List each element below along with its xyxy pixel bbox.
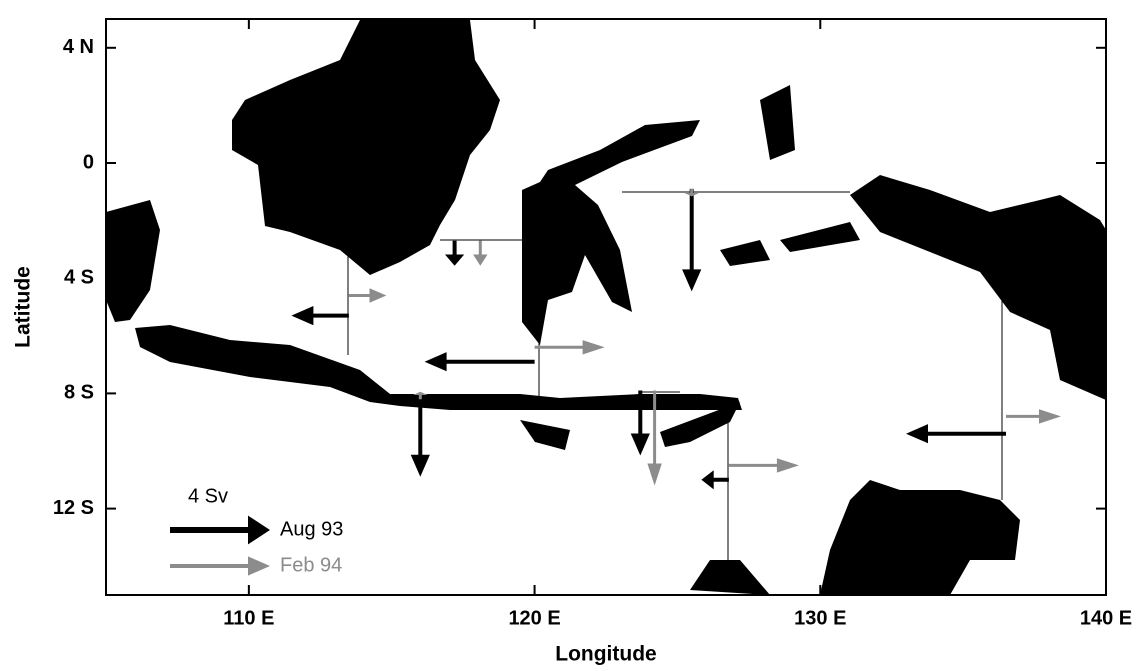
- halmahera: [760, 85, 795, 160]
- australia: [820, 480, 1020, 595]
- transport-arrow: [906, 424, 1006, 444]
- x-tick-label: 140 E: [1080, 607, 1132, 629]
- legend-label: Feb 94: [280, 554, 342, 576]
- transport-arrow: [630, 390, 650, 456]
- x-axis-title: Longitude: [555, 643, 656, 666]
- timor: [660, 402, 740, 447]
- transport-arrow: [534, 340, 605, 355]
- y-tick-label: 4 S: [64, 266, 94, 288]
- y-tick-label: 0: [83, 151, 94, 173]
- y-tick-label: 8 S: [64, 382, 94, 404]
- transport-arrow: [728, 458, 799, 473]
- transport-arrow: [682, 188, 702, 292]
- transport-arrow: [647, 390, 662, 486]
- transport-arrow: [410, 399, 430, 477]
- transport-arrow: [701, 470, 729, 490]
- java-lesser-sunda: [135, 325, 742, 410]
- transport-arrow: [445, 240, 465, 266]
- transport-arrow: [684, 188, 699, 197]
- transport-arrow: [473, 240, 488, 266]
- land: [106, 20, 1106, 595]
- borneo: [232, 20, 500, 275]
- plot-frame: [105, 18, 1107, 596]
- sumatra: [106, 200, 160, 322]
- aru-islands: [690, 560, 770, 595]
- transport-arrow: [348, 288, 387, 303]
- transport-arrow: [424, 352, 535, 372]
- legend-scale-label: 4 Sv: [188, 485, 228, 507]
- sections: [347, 191, 1003, 590]
- legend-arrow: [170, 556, 270, 576]
- x-tick-label: 120 E: [508, 607, 560, 629]
- legend-arrow: [170, 515, 270, 545]
- y-tick-label: 4 N: [63, 36, 94, 58]
- y-axis-title: Latitude: [12, 266, 35, 348]
- transport-arrow: [291, 306, 349, 326]
- legend-label: Aug 93: [280, 518, 343, 540]
- buru: [720, 240, 770, 266]
- transport-arrow: [413, 391, 428, 400]
- x-tick-label: 110 E: [223, 607, 274, 629]
- x-tick-label: 130 E: [794, 607, 846, 629]
- transport-arrow: [1006, 409, 1061, 424]
- sulawesi: [522, 120, 700, 345]
- seram: [780, 222, 860, 252]
- new-guinea: [850, 175, 1106, 400]
- y-tick-label: 12 S: [53, 497, 94, 519]
- sumba: [520, 420, 570, 450]
